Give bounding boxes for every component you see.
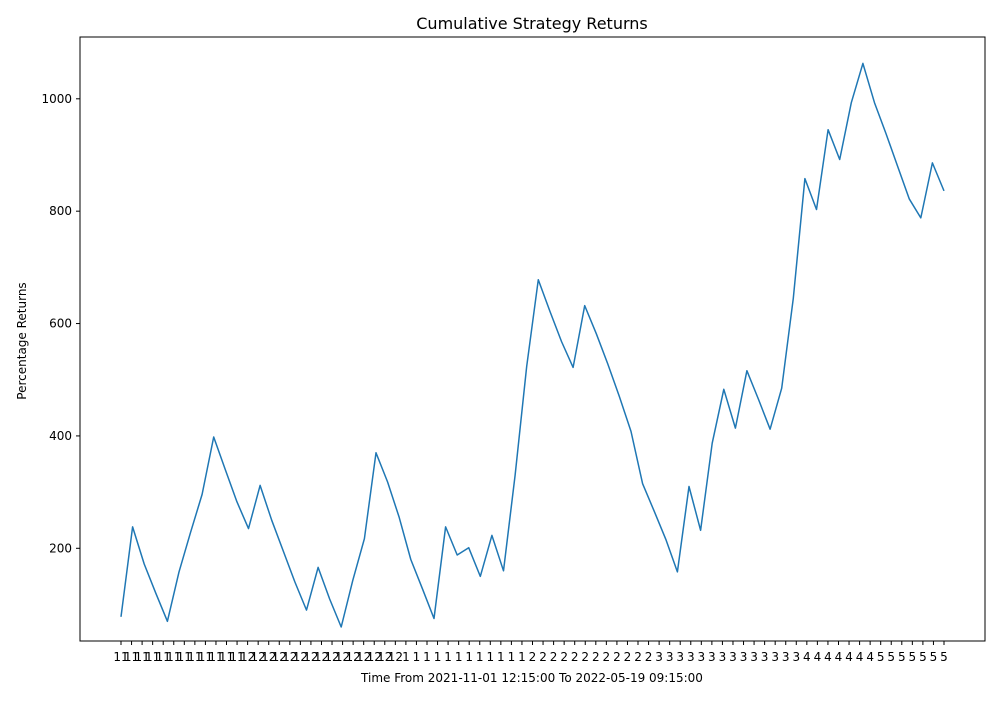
x-tick-label: 12 [345, 650, 360, 664]
x-tick-label: 5 [919, 650, 927, 664]
x-tick-label: 4 [803, 650, 811, 664]
x-tick-label: 1 [476, 650, 484, 664]
x-tick-label: 1 [497, 650, 505, 664]
x-tick-label: 3 [698, 650, 706, 664]
x-tick-label: 11 [177, 650, 192, 664]
y-axis-label: Percentage Returns [15, 282, 29, 399]
y-tick-label: 600 [49, 317, 72, 331]
x-tick-label: 2 [624, 650, 632, 664]
x-tick-label: 2 [571, 650, 579, 664]
x-tick-label: 5 [877, 650, 885, 664]
x-tick-label: 1 [465, 650, 473, 664]
x-tick-label: 12 [261, 650, 276, 664]
x-tick-label: 3 [761, 650, 769, 664]
series-line [120, 62, 945, 628]
x-tick-label: 11 [156, 650, 171, 664]
x-tick-label: 4 [856, 650, 864, 664]
x-tick-label: 11 [134, 650, 149, 664]
plot-frame [79, 36, 986, 642]
x-axis-label: Time From 2021-11-01 12:15:00 To 2022-05… [360, 671, 703, 685]
x-tick-label: 3 [655, 650, 663, 664]
x-tick-label: 2 [581, 650, 589, 664]
x-tick-label: 12 [377, 650, 392, 664]
x-tick-label: 12 [367, 650, 382, 664]
x-tick-label: 2 [645, 650, 653, 664]
x-axis-ticks: 1111111111111111111111111212121212121212… [113, 641, 948, 664]
x-tick-label: 3 [666, 650, 674, 664]
x-tick-label: 2 [550, 650, 558, 664]
y-axis-ticks: 200 400 600 800 1000 [41, 92, 80, 555]
x-tick-label: 3 [719, 650, 727, 664]
x-tick-label: 1 [402, 650, 410, 664]
x-tick-label: 12 [388, 650, 403, 664]
x-tick-label: 3 [740, 650, 748, 664]
x-tick-label: 1 [518, 650, 526, 664]
x-tick-label: 3 [708, 650, 716, 664]
x-tick-label: 11 [219, 650, 234, 664]
x-tick-label: 2 [592, 650, 600, 664]
x-tick-label: 11 [229, 650, 244, 664]
x-tick-label: 2 [539, 650, 547, 664]
x-tick-label: 4 [814, 650, 822, 664]
y-tick-label: 400 [49, 429, 72, 443]
x-tick-label: 1 [486, 650, 494, 664]
x-tick-label: 4 [835, 650, 843, 664]
y-tick-label: 1000 [41, 92, 72, 106]
x-tick-label: 4 [866, 650, 874, 664]
x-tick-label: 2 [634, 650, 642, 664]
x-tick-label: 5 [887, 650, 895, 664]
x-tick-label: 5 [930, 650, 938, 664]
x-tick-label: 2 [529, 650, 537, 664]
y-tick-label: 800 [49, 204, 72, 218]
x-tick-label: 11 [145, 650, 160, 664]
x-tick-label: 3 [687, 650, 695, 664]
x-tick-label: 12 [356, 650, 371, 664]
y-tick-label: 200 [49, 541, 72, 555]
x-tick-label: 1 [413, 650, 421, 664]
chart-title: Cumulative Strategy Returns [416, 14, 647, 33]
x-tick-label: 3 [676, 650, 684, 664]
x-tick-label: 12 [251, 650, 266, 664]
x-tick-label: 12 [282, 650, 297, 664]
x-tick-label: 12 [335, 650, 350, 664]
x-tick-label: 1 [455, 650, 463, 664]
x-tick-label: 11 [124, 650, 139, 664]
x-tick-label: 2 [560, 650, 568, 664]
x-tick-label: 11 [198, 650, 213, 664]
x-tick-label: 11 [208, 650, 223, 664]
x-tick-label: 3 [792, 650, 800, 664]
x-tick-label: 12 [272, 650, 287, 664]
x-tick-label: 2 [603, 650, 611, 664]
x-tick-label: 1 [444, 650, 452, 664]
x-tick-label: 1 [434, 650, 442, 664]
x-tick-label: 3 [729, 650, 737, 664]
x-tick-label: 12 [324, 650, 339, 664]
x-tick-label: 1 [423, 650, 431, 664]
x-tick-label: 11 [187, 650, 202, 664]
x-tick-label: 11 [166, 650, 181, 664]
x-tick-label: 5 [940, 650, 948, 664]
x-tick-label: 12 [314, 650, 329, 664]
x-tick-label: 2 [613, 650, 621, 664]
x-tick-label: 3 [771, 650, 779, 664]
x-tick-label: 12 [240, 650, 255, 664]
x-tick-label: 3 [750, 650, 758, 664]
x-tick-label: 12 [303, 650, 318, 664]
x-tick-label: 5 [898, 650, 906, 664]
x-tick-label: 4 [824, 650, 832, 664]
x-tick-label: 5 [909, 650, 917, 664]
x-tick-label: 11 [113, 650, 128, 664]
x-tick-label: 4 [845, 650, 853, 664]
x-tick-label: 3 [782, 650, 790, 664]
x-tick-label: 12 [293, 650, 308, 664]
x-tick-label: 1 [508, 650, 516, 664]
series-layer [120, 62, 945, 628]
